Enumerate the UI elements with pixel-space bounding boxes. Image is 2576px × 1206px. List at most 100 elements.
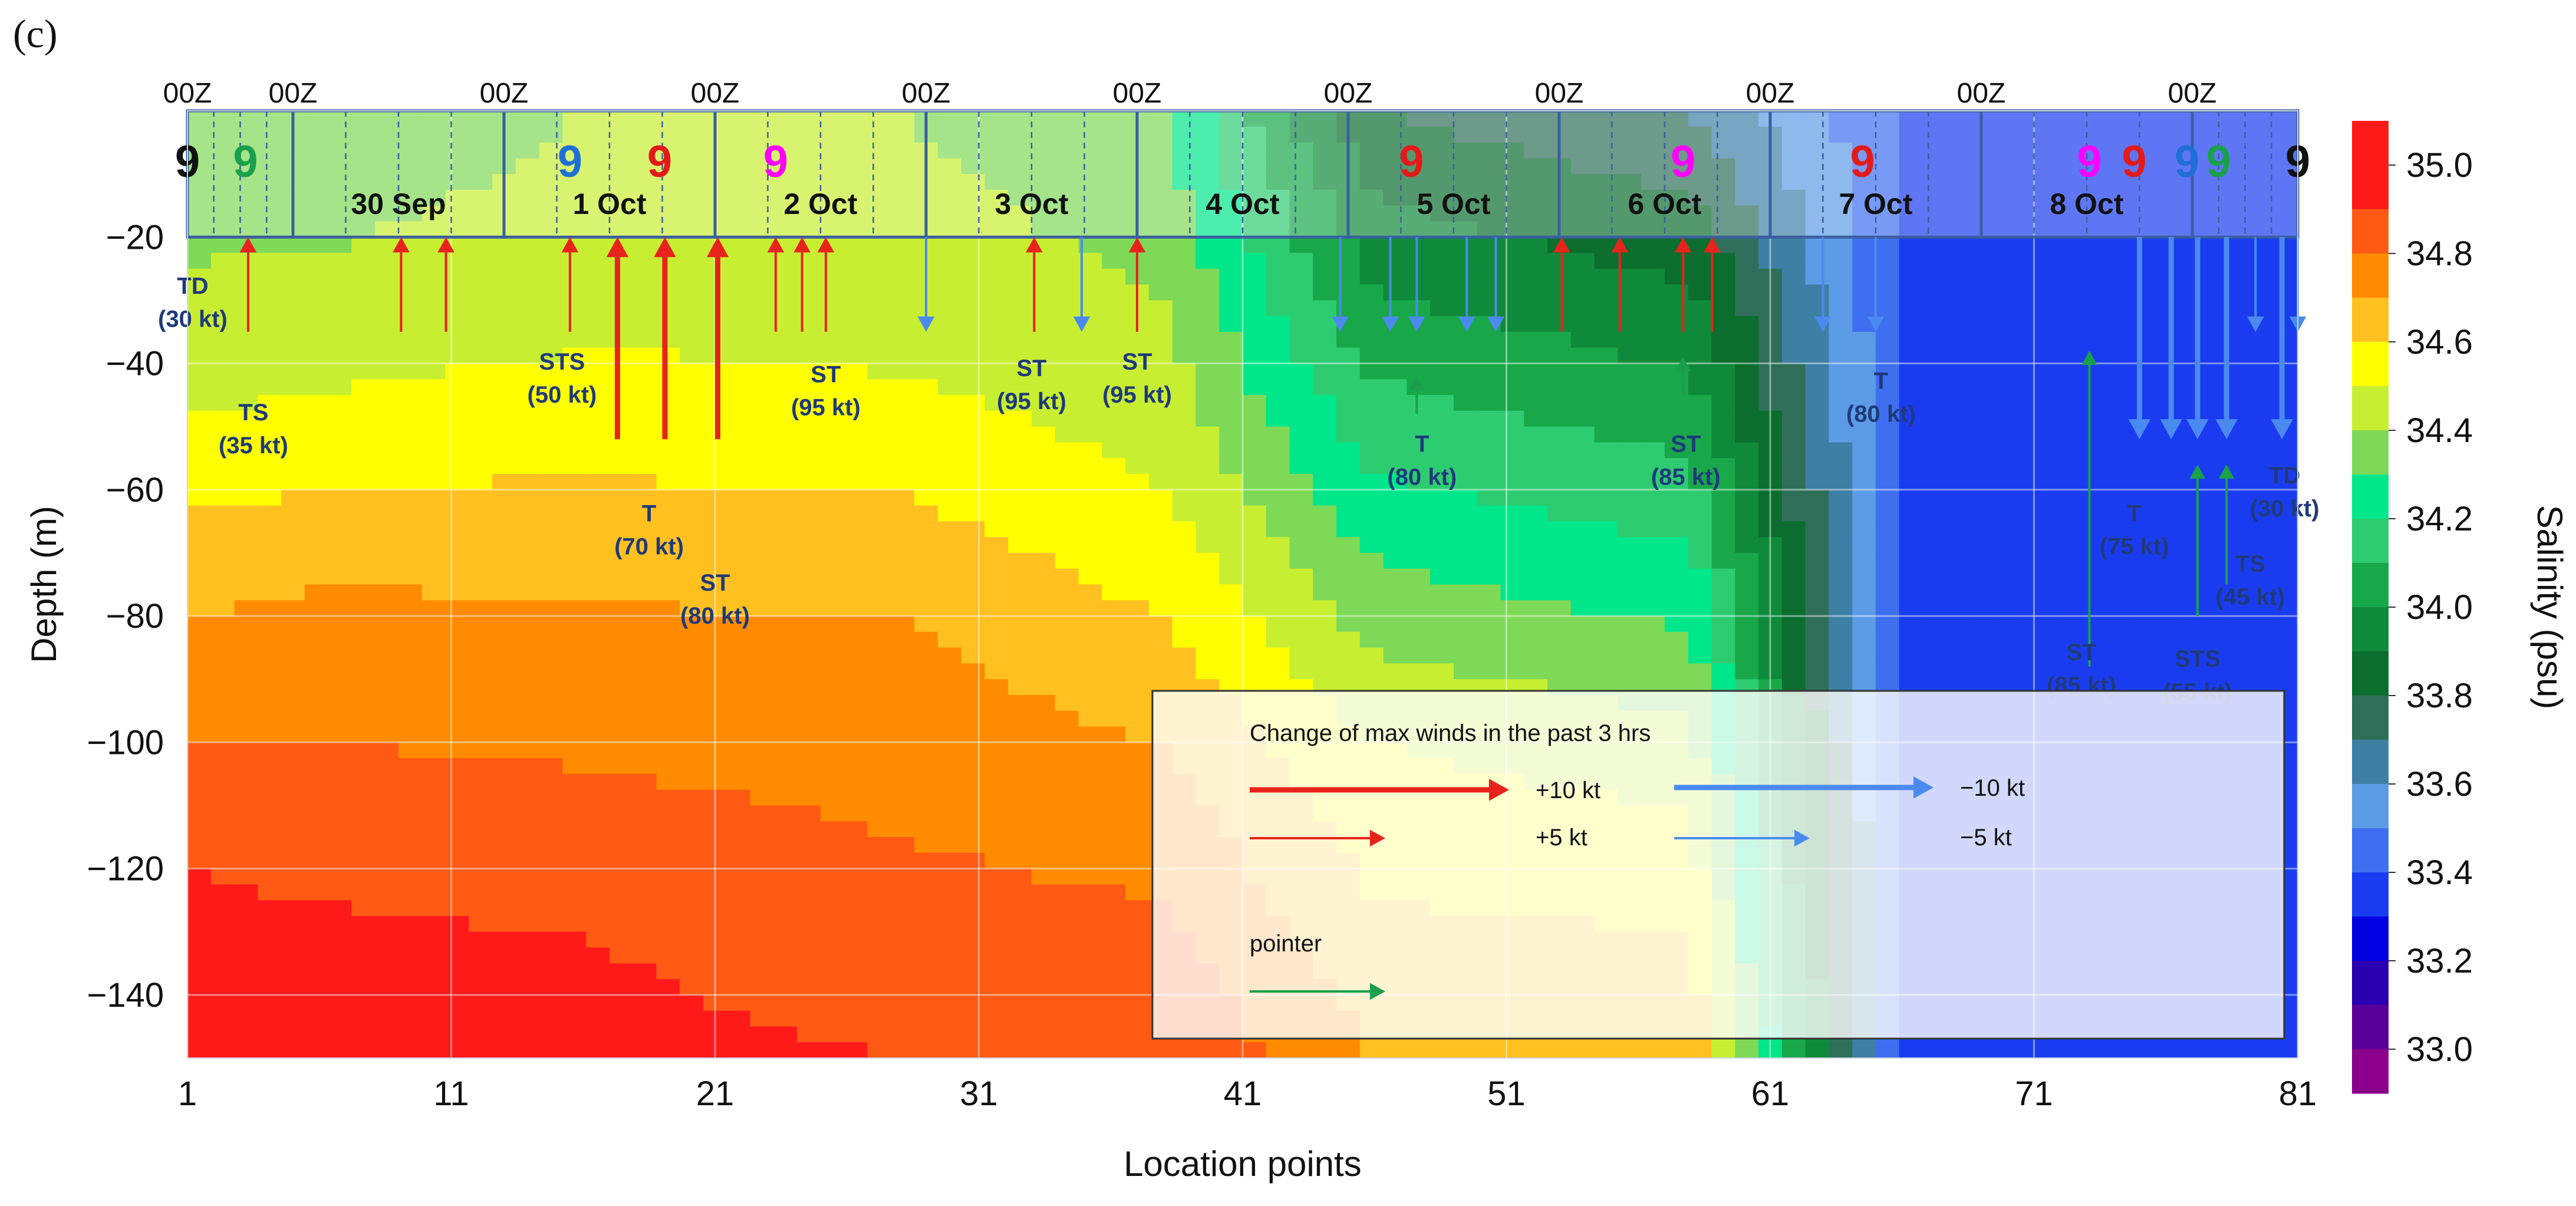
label-00z: 00Z [902, 78, 951, 109]
cyclone-symbol-icon: 9 [558, 137, 582, 187]
legend-label-minus5: −5 kt [1960, 825, 2012, 851]
day-label: 1 Oct [572, 187, 646, 220]
colorbar-tick-label: 33.8 [2406, 677, 2473, 715]
legend-title: Change of max winds in the past 3 hrs [1250, 720, 1651, 746]
colorbar-swatch [2352, 917, 2389, 961]
intensity-label: STS [2175, 646, 2221, 672]
intensity-label: (95 kt) [791, 395, 861, 421]
intensity-label: (30 kt) [2250, 496, 2320, 522]
x-tick-label: 61 [1751, 1075, 1790, 1113]
intensity-label: (95 kt) [997, 388, 1066, 414]
colorbar-tick-label: 33.4 [2406, 854, 2473, 892]
colorbar-swatch [2352, 784, 2389, 829]
label-00z: 00Z [1113, 78, 1162, 109]
day-label: 7 Oct [1839, 187, 1912, 220]
intensity-label: T [1874, 368, 1888, 394]
y-tick-label: −100 [87, 723, 164, 762]
legend-label-minus10: −10 kt [1960, 775, 2025, 801]
cyclone-symbol-icon: 9 [1399, 137, 1424, 187]
colorbar-swatch [2352, 430, 2389, 475]
intensity-label: (70 kt) [614, 533, 684, 559]
colorbar-swatch [2352, 563, 2389, 608]
label-00z: 00Z [1746, 78, 1795, 109]
cyclone-symbol-icon: 9 [2175, 137, 2199, 187]
x-tick-label: 1 [178, 1075, 197, 1113]
day-label: 8 Oct [2050, 187, 2123, 220]
colorbar-swatch [2352, 740, 2389, 785]
colorbar-swatch [2352, 651, 2389, 696]
colorbar-swatch [2352, 121, 2389, 210]
intensity-label: (45 kt) [2216, 584, 2285, 610]
day-label: 3 Oct [994, 187, 1068, 220]
label-00z: 00Z [1957, 78, 2006, 109]
intensity-label: (35 kt) [219, 433, 288, 459]
x-tick-label: 51 [1487, 1075, 1526, 1113]
intensity-label: (80 kt) [1387, 464, 1457, 490]
x-tick-label: 21 [696, 1075, 734, 1113]
intensity-label: (30 kt) [158, 307, 228, 332]
label-00z: 00Z [1324, 78, 1373, 109]
colorbar-tick-label: 33.2 [2406, 942, 2473, 980]
colorbar-tick-label: 33.0 [2406, 1030, 2473, 1069]
intensity-label: (85 kt) [1651, 464, 1721, 490]
label-00z: 00Z [2168, 78, 2217, 109]
legend-label-plus5: +5 kt [1536, 825, 1587, 851]
colorbar-swatch [2352, 209, 2389, 254]
y-tick-label: −40 [106, 345, 164, 383]
day-label: 2 Oct [783, 187, 857, 220]
colorbar-swatch [2352, 872, 2389, 917]
intensity-label: ST [811, 362, 841, 388]
colorbar-tick-label: 33.6 [2406, 765, 2473, 803]
x-tick-label: 71 [2015, 1075, 2053, 1113]
intensity-label: (95 kt) [1102, 382, 1172, 408]
label-00z: 00Z [691, 78, 740, 109]
x-axis-label: Location points [1124, 1144, 1362, 1184]
day-label: 4 Oct [1205, 187, 1279, 220]
colorbar-swatch [2352, 519, 2389, 564]
colorbar-swatch [2352, 828, 2389, 873]
colorbar-tick-label: 34.8 [2406, 235, 2473, 273]
label-00z: 00Z [1535, 78, 1584, 109]
intensity-label: ST [1671, 431, 1701, 457]
intensity-label: (50 kt) [528, 382, 597, 408]
legend: Change of max winds in the past 3 hrs +10… [1152, 691, 2284, 1039]
colorbar-swatch [2352, 607, 2389, 652]
y-axis-label: Depth (m) [24, 506, 64, 663]
colorbar-tick-label: 34.6 [2406, 323, 2473, 361]
colorbar-swatch [2352, 696, 2389, 740]
label-00z: 00Z [269, 78, 318, 109]
colorbar-swatch [2352, 961, 2389, 1006]
cyclone-symbol-icon: 9 [1850, 137, 1875, 187]
day-label: 5 Oct [1417, 187, 1490, 220]
y-tick-label: −120 [87, 850, 164, 888]
colorbar-swatch [2352, 1049, 2389, 1094]
x-tick-label: 81 [2279, 1075, 2317, 1113]
colorbar-swatch [2352, 386, 2389, 431]
cyclone-symbol-icon: 9 [233, 137, 258, 187]
intensity-label: (75 kt) [2100, 533, 2169, 559]
intensity-label: ST [1122, 349, 1152, 375]
intensity-label: ST [700, 570, 730, 596]
colorbar-swatch [2352, 1005, 2389, 1050]
intensity-label: TD [177, 274, 208, 299]
intensity-label: T [2127, 500, 2141, 526]
y-tick-label: −60 [106, 471, 164, 509]
legend-label-plus10: +10 kt [1536, 777, 1600, 803]
day-label: 6 Oct [1628, 187, 1701, 220]
intensity-label: ST [1016, 355, 1046, 381]
colorbar-tick-label: 34.2 [2406, 500, 2473, 538]
colorbar-swatch [2352, 298, 2389, 342]
day-label: 30 Sep [351, 187, 446, 220]
label-00z: 00Z [163, 78, 212, 109]
intensity-label: (80 kt) [1846, 401, 1916, 427]
intensity-label: TD [2269, 463, 2300, 489]
colorbar-swatch [2352, 475, 2389, 519]
intensity-label: TS [2235, 551, 2265, 577]
colorbar-swatch [2352, 342, 2389, 387]
cyclone-symbol-icon: 9 [2077, 137, 2101, 187]
x-tick-label: 31 [960, 1075, 998, 1113]
colorbar-swatch [2352, 253, 2389, 298]
